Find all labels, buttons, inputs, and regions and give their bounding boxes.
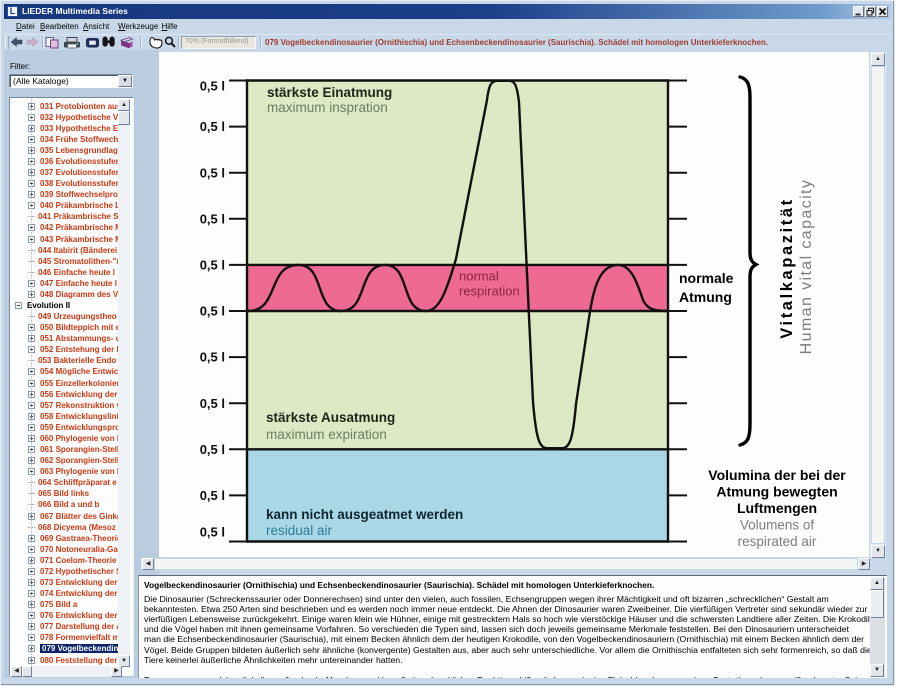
svg-text:0,5 l: 0,5 l	[200, 165, 225, 180]
svg-text:0,5 l: 0,5 l	[200, 350, 225, 365]
svg-text:0,5 l: 0,5 l	[200, 488, 225, 503]
svg-text:respirated air: respirated air	[738, 534, 817, 549]
svg-text:residual air: residual air	[266, 523, 333, 538]
svg-text:maximum inspration: maximum inspration	[267, 100, 388, 115]
svg-text:stärkste Einatmung: stärkste Einatmung	[267, 85, 392, 100]
svg-text:normale: normale	[679, 270, 734, 286]
svg-text:Vitalkapazität: Vitalkapazität	[778, 197, 796, 339]
svg-text:0,5 l: 0,5 l	[200, 396, 225, 411]
svg-text:0,5 l: 0,5 l	[200, 442, 225, 457]
svg-text:0,5 l: 0,5 l	[200, 304, 225, 319]
svg-text:Human vital capacity: Human vital capacity	[798, 179, 815, 355]
svg-text:0,5 l: 0,5 l	[200, 79, 225, 94]
svg-text:0,5 l: 0,5 l	[200, 258, 225, 273]
svg-text:Volumina der bei der: Volumina der bei der	[708, 467, 846, 483]
svg-text:0,5 l: 0,5 l	[200, 525, 225, 540]
svg-text:Atmung: Atmung	[679, 289, 732, 305]
svg-text:Atmung bewegten: Atmung bewegten	[716, 484, 837, 500]
svg-text:Luftmengen: Luftmengen	[737, 500, 817, 516]
svg-text:respiration: respiration	[459, 284, 520, 299]
svg-text:kann nicht ausgeatmet werden: kann nicht ausgeatmet werden	[266, 507, 463, 522]
svg-text:stärkste Ausatmung: stärkste Ausatmung	[266, 410, 395, 425]
svg-text:maximum expiration: maximum expiration	[266, 427, 387, 442]
svg-text:0,5 l: 0,5 l	[200, 211, 225, 226]
svg-text:normal: normal	[459, 269, 499, 284]
svg-text:Volumens of: Volumens of	[740, 518, 815, 533]
svg-text:0,5 l: 0,5 l	[200, 119, 225, 134]
